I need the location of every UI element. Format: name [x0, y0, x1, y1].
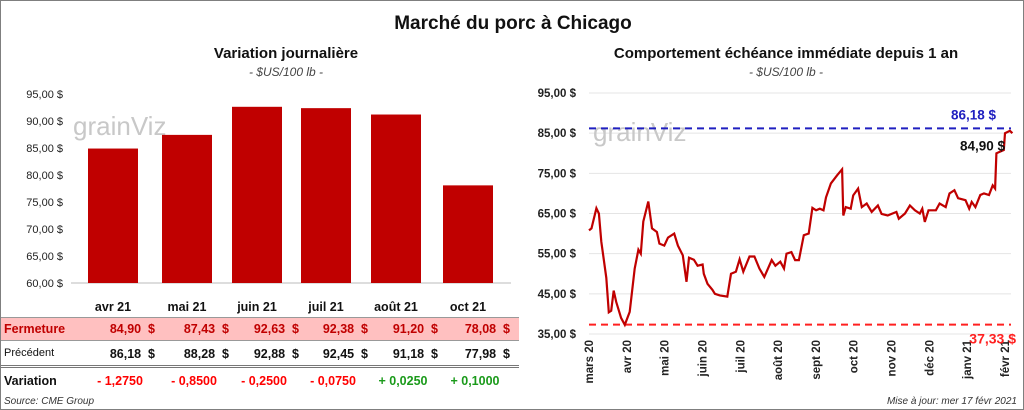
- bar: [232, 106, 282, 283]
- table-cell: 84,90 $: [109, 322, 155, 336]
- line-chart-subtitle: - $US/100 lb -: [748, 65, 824, 79]
- y-tick-label: 80,00 $: [26, 170, 63, 182]
- y-tick-label: 65,00 $: [26, 251, 63, 263]
- x-tick-label: juin 21: [236, 300, 277, 314]
- update-note: Mise à jour: mer 17 févr 2021: [886, 396, 1017, 407]
- table-cell: 87,43 $: [183, 322, 229, 336]
- x-tick-label: juin 20: [697, 340, 709, 377]
- y-tick-label: 75,00 $: [538, 168, 577, 180]
- price-line: [588, 129, 1014, 328]
- x-tick-label: juil 20: [735, 340, 747, 374]
- y-tick-label: 85,00 $: [26, 143, 63, 155]
- x-tick-label: oct 21: [450, 300, 486, 314]
- bar: [162, 134, 212, 283]
- y-tick-label: 35,00 $: [538, 329, 577, 341]
- y-tick-label: 45,00 $: [538, 289, 577, 301]
- table-cell: 92,45 $: [322, 347, 368, 361]
- x-tick-label: juil 21: [307, 300, 343, 314]
- table-cell: - 0,8500: [171, 374, 217, 388]
- table-row-fermeture: Fermeture 84,90 $ 87,43 $ 92,63 $ 92,38 $ 91,…: [1, 317, 519, 341]
- table-cell: - 0,2500: [241, 374, 287, 388]
- line-chart-title: Comportement échéance immédiate depuis 1…: [613, 45, 959, 62]
- table-cell: 92,88 $: [253, 347, 299, 361]
- x-tick-label: nov 20: [887, 340, 899, 376]
- last-label: 84,90 $: [960, 139, 1006, 154]
- y-tick-label: 85,00 $: [538, 128, 577, 140]
- y-tick-label: 95,00 $: [538, 88, 577, 100]
- row-label: Variation: [4, 374, 57, 388]
- table-cell: 91,20 $: [392, 322, 438, 336]
- bar: [371, 114, 421, 283]
- table-cell: - 0,0750: [310, 374, 356, 388]
- row-label: Précédent: [4, 347, 55, 359]
- table-cell: 78,08 $: [464, 322, 510, 336]
- x-tick-label: oct 20: [849, 340, 861, 373]
- table-divider: [1, 365, 519, 368]
- row-label: Fermeture: [4, 322, 66, 336]
- bar-chart: grainViz 60,00 $ 65,00 $ 70,00 $ 75,00 $ 80,0…: [26, 89, 511, 314]
- table-cell: + 0,1000: [450, 374, 500, 388]
- y-tick-label: 75,00 $: [26, 197, 63, 209]
- y-tick-label: 70,00 $: [26, 224, 63, 236]
- x-tick-label: mai 21: [168, 300, 207, 314]
- table-cell: 91,18 $: [392, 347, 438, 361]
- x-tick-label: sept 20: [811, 340, 823, 380]
- y-tick-label: 60,00 $: [26, 278, 63, 290]
- table-cell: - 1,2750: [97, 374, 143, 388]
- table-cell: 88,28 $: [183, 347, 229, 361]
- page-title: Marché du porc à Chicago: [394, 13, 632, 34]
- table-cell: 86,18 $: [109, 347, 155, 361]
- x-tick-label: août 20: [773, 340, 785, 380]
- x-tick-label: avr 21: [95, 300, 131, 314]
- y-tick-label: 55,00 $: [538, 249, 577, 261]
- x-tick-label: août 21: [374, 300, 418, 314]
- bar-chart-title: Variation journalière: [213, 45, 359, 62]
- bar: [301, 108, 351, 283]
- table-cell: + 0,0250: [378, 374, 428, 388]
- x-tick-label: janv 21: [962, 339, 974, 380]
- table-row-précédent: Précédent 86,18 $ 88,28 $ 92,88 $ 92,45 $ 91,…: [1, 343, 519, 365]
- x-tick-label: déc 20: [924, 340, 936, 376]
- source-note: Source: CME Group: [4, 396, 95, 407]
- x-tick-label: avr 20: [622, 340, 634, 373]
- bar: [443, 185, 493, 283]
- x-tick-label: févr 21: [1000, 339, 1012, 377]
- table-cell: 77,98 $: [464, 347, 510, 361]
- bar-chart-subtitle: - $US/100 lb -: [248, 65, 324, 79]
- x-tick-label: mars 20: [584, 340, 596, 383]
- table-cell: 92,63 $: [253, 322, 299, 336]
- watermark: grainViz: [593, 117, 686, 147]
- watermark: grainViz: [73, 111, 166, 141]
- y-tick-label: 90,00 $: [26, 116, 63, 128]
- low-label: 37,33 $: [969, 331, 1016, 347]
- bar: [88, 148, 138, 283]
- y-tick-label: 95,00 $: [26, 89, 63, 101]
- table-cell: 92,38 $: [322, 322, 368, 336]
- x-tick-label: mai 20: [660, 340, 672, 376]
- line-chart: 35,00 $ 45,00 $ 55,00 $ 65,00 $ 75,00 $ 85,00…: [538, 88, 1017, 383]
- y-tick-label: 65,00 $: [538, 209, 577, 221]
- high-label: 86,18 $: [951, 107, 997, 122]
- table-row-variation: Variation - 1,2750 - 0,8500 - 0,2500 - 0,075…: [1, 370, 519, 392]
